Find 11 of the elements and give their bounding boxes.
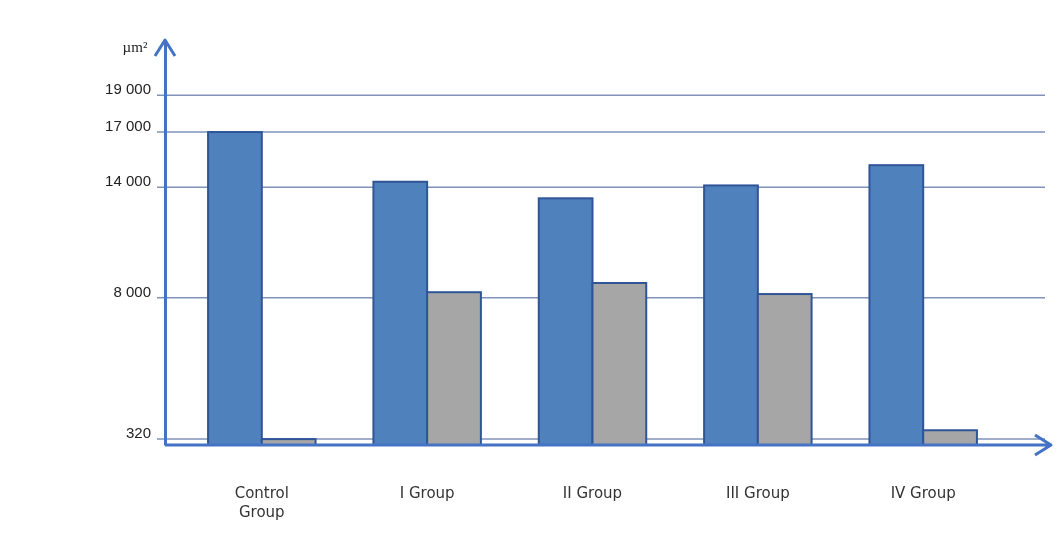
y-tick-label: 17 000 [105,117,151,135]
y-tick-label: 320 [125,424,151,442]
y-tick-label: 14 000 [105,172,151,190]
x-tick-label: Control Group [234,483,289,522]
y-tick-label: 19 000 [105,80,151,98]
y-tick-label: 8 000 [113,282,151,300]
x-tick-label: I Group [399,483,455,502]
x-tick-label: III Group [725,483,790,502]
x-tick-label: II Group [562,483,623,502]
y-axis-title: µm² [122,39,148,55]
x-tick-label: IV Group [890,483,956,502]
